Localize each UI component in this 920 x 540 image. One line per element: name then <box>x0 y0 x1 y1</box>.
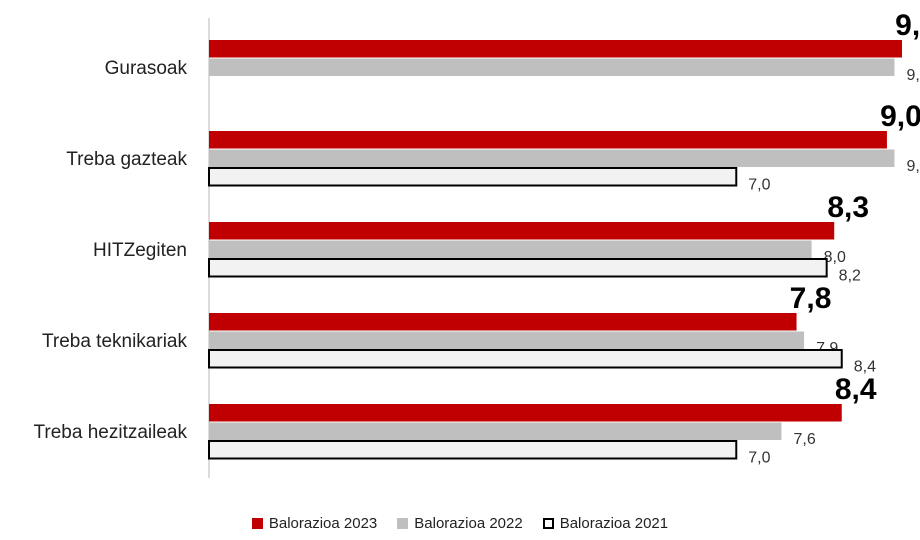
bar-2022 <box>209 240 812 258</box>
bar-2022 <box>209 149 895 167</box>
category-label: Treba hezitzaileak <box>34 422 188 443</box>
bar-2023 <box>209 313 797 331</box>
data-label-2023: 9,2 <box>895 9 920 42</box>
bar-2021 <box>208 167 738 187</box>
bar-2022 <box>209 331 805 349</box>
bar-2022 <box>209 422 782 440</box>
legend-item-2023: Balorazioa 2023 <box>251 515 378 532</box>
legend-item-2021: Balorazioa 2021 <box>542 515 669 532</box>
legend-swatch-2021 <box>542 518 554 529</box>
legend-item-2022: Balorazioa 2022 <box>397 515 523 532</box>
legend-label-2022: Balorazioa 2022 <box>414 515 523 532</box>
data-label-2023: 9,0 <box>880 100 920 133</box>
data-label-2023: 8,4 <box>835 373 877 406</box>
bar-2023 <box>209 40 902 58</box>
bar-chart: Gurasoak 9,2 9,1 Treba gazteak 9,0 9,1 7,0 HITZ… <box>34 9 920 478</box>
data-label-2022: 7,6 <box>793 431 815 448</box>
data-label-2022: 9,1 <box>906 158 920 175</box>
data-label-2022: 9,1 <box>906 67 920 84</box>
legend: Balorazioa 2023 Balorazioa 2022 Balorazi… <box>0 515 920 532</box>
legend-label-2023: Balorazioa 2023 <box>268 515 378 532</box>
data-label-2023: 8,3 <box>827 191 869 224</box>
bar-2023 <box>209 222 835 240</box>
category-label: Gurasoak <box>105 58 188 79</box>
data-label-2023: 7,8 <box>790 282 832 315</box>
data-label-2021: 8,2 <box>839 268 861 285</box>
bar-2021 <box>208 258 828 278</box>
legend-swatch-2023 <box>251 518 263 529</box>
data-label-2022: 8,0 <box>824 249 846 266</box>
category-label: Treba gazteak <box>66 149 187 170</box>
bar-2023 <box>209 131 887 149</box>
legend-swatch-2022 <box>397 518 409 529</box>
bar-2023 <box>209 404 842 422</box>
category-label: HITZegiten <box>93 240 187 261</box>
data-label-2021: 8,4 <box>854 359 876 376</box>
category-label: Treba teknikariak <box>42 331 188 352</box>
data-label-2021: 7,0 <box>748 177 770 194</box>
bar-2021 <box>208 349 843 369</box>
legend-label-2021: Balorazioa 2021 <box>559 515 669 532</box>
data-label-2021: 7,0 <box>748 450 770 467</box>
bar-2021 <box>208 440 738 460</box>
bar-2022 <box>209 58 895 76</box>
